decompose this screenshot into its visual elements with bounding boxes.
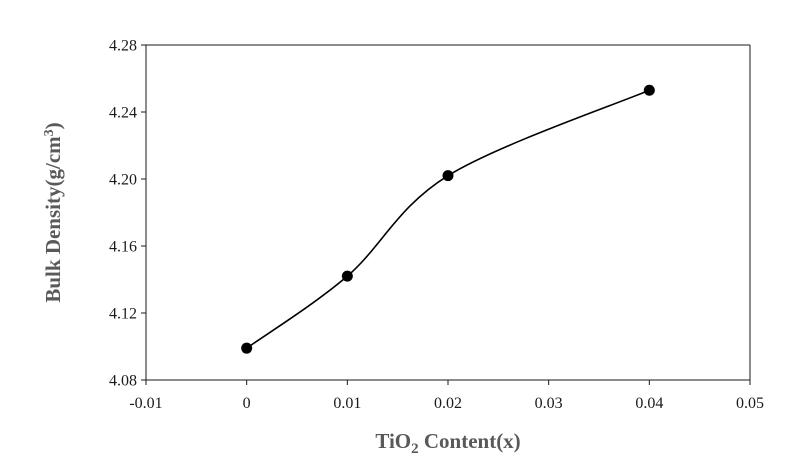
y-tick-label: 4.24: [109, 105, 137, 122]
y-axis-title-rest: ): [41, 122, 65, 129]
x-tick-label: -0.01: [129, 395, 162, 412]
y-tick-label: 4.20: [109, 172, 137, 189]
y-axis-title-superscript: 3: [42, 129, 57, 136]
x-axis-title-rest: Content(x): [419, 429, 521, 453]
y-tick-label: 4.28: [109, 38, 137, 55]
data-point: [442, 170, 454, 182]
x-tick-label: 0.01: [333, 395, 361, 412]
y-axis-ticks: 4.08 4.12 4.16 4.20 4.24 4.28: [109, 38, 146, 390]
x-axis-title: TiO2 Content(x): [375, 429, 520, 457]
y-axis-title-main: Bulk Density(g/cm: [41, 136, 65, 303]
y-tick-label: 4.16: [109, 239, 137, 256]
x-tick-label: 0.03: [535, 395, 563, 412]
x-tick-label: 0.04: [635, 395, 663, 412]
x-axis-title-main: TiO: [375, 429, 411, 453]
x-axis-title-subscript: 2: [411, 441, 419, 457]
x-tick-label: 0.02: [434, 395, 462, 412]
y-tick-label: 4.12: [109, 306, 137, 323]
data-point: [341, 270, 353, 282]
plot-area: 4.08 4.12 4.16 4.20 4.24 4.28 -0.01 0 0.01 0.02 0…: [109, 38, 764, 413]
series-group: [241, 84, 655, 354]
x-tick-label: 0.05: [736, 395, 764, 412]
data-point: [643, 84, 655, 96]
series-line: [246, 89, 650, 349]
x-tick-label: 0: [243, 395, 251, 412]
y-tick-label: 4.08: [109, 373, 137, 390]
y-axis-title: Bulk Density(g/cm3): [41, 122, 65, 302]
data-point: [241, 342, 253, 354]
x-axis-ticks: -0.01 0 0.01 0.02 0.03 0.04 0.05: [129, 380, 764, 412]
